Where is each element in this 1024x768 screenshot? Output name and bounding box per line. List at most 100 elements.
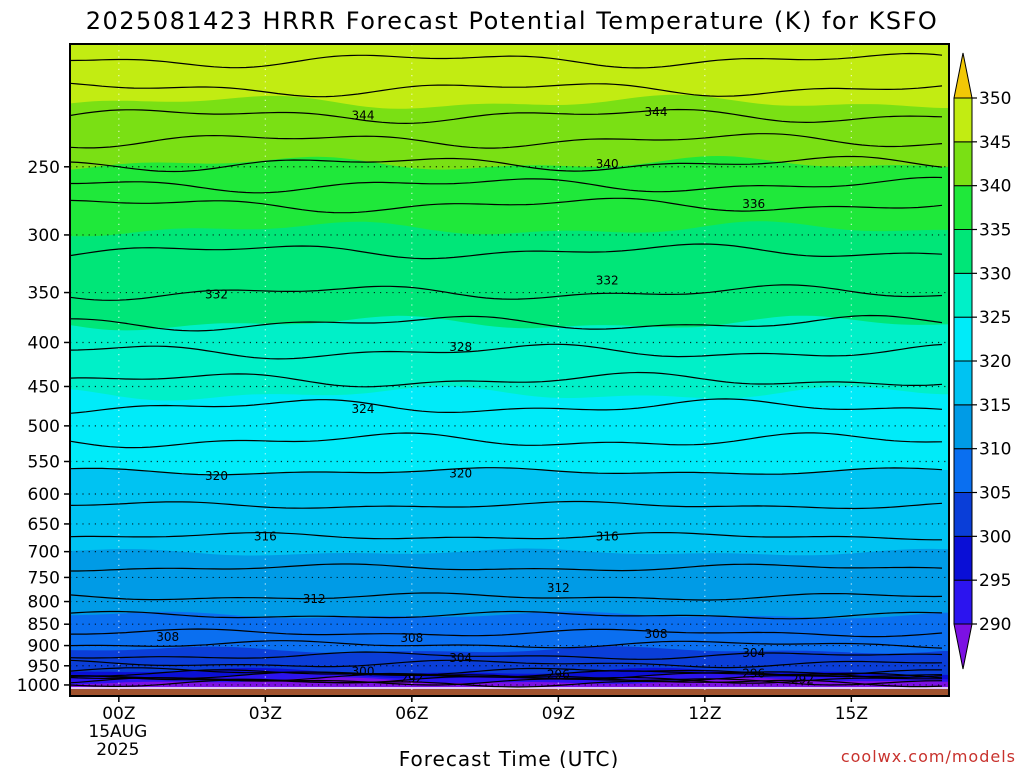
isentrope-316: [70, 531, 942, 541]
contour-label-296: 296: [742, 667, 765, 681]
y-tick-label: 550: [28, 452, 60, 472]
isentrope-340: [70, 155, 943, 173]
colorbar-label: 315: [979, 396, 1011, 416]
contour-label-text: 344: [645, 105, 668, 119]
isentrope-332: [70, 284, 943, 301]
contour-label-308: 308: [645, 627, 668, 641]
band-345: [70, 44, 949, 109]
isentrope-328: [70, 343, 943, 360]
contour-label-text: 296: [742, 667, 765, 681]
x-tick-label: 15Z: [835, 704, 868, 724]
x-tick-label: 09Z: [542, 704, 575, 724]
isentrope-320: [70, 467, 943, 476]
isentrope-298: [70, 669, 943, 679]
ground-fill: [70, 689, 949, 696]
y-tick-label: 500: [28, 417, 60, 437]
isentrope-338: [70, 176, 943, 194]
isentrope-314: [70, 563, 943, 572]
surface-layer: [70, 687, 949, 696]
pressure-axis: 2503003504004505005506006507007508008509…: [17, 158, 70, 696]
contour-label-text: 300: [352, 665, 375, 679]
y-tick-label: 1000: [17, 676, 60, 696]
contour-label-316: 316: [596, 529, 619, 543]
colorbar-swatch-315: [953, 360, 973, 406]
temperature-bands: [70, 44, 949, 696]
colorbar-under-arrow: [953, 623, 973, 670]
contour-label-328: 328: [449, 340, 472, 354]
y-tick-label: 800: [28, 593, 60, 613]
isentrope-324: [70, 398, 943, 414]
contour-label-text: 292: [400, 672, 423, 686]
isentrope-334: [70, 243, 943, 260]
isentrope-296: [70, 671, 943, 680]
contour-label-304: 304: [742, 646, 765, 660]
contour-label-308: 308: [400, 631, 423, 645]
contour-label-312: 312: [303, 592, 326, 606]
colorbar-label: 295: [979, 571, 1011, 591]
colorbar-swatch-325: [953, 272, 973, 318]
colorbar-swatch-300: [953, 492, 973, 537]
y-tick-label: 700: [28, 543, 60, 563]
isentrope-288: [70, 679, 943, 688]
contour-label-text: 292: [791, 672, 814, 686]
colorbar-label: 325: [979, 308, 1011, 328]
contour-label-text: 296: [547, 668, 570, 682]
contour-label-336: 336: [742, 197, 765, 211]
colorbar-label: 300: [979, 527, 1011, 547]
isentrope-310: [70, 610, 943, 620]
y-tick-label: 300: [28, 226, 60, 246]
colorbar-label: 335: [979, 221, 1011, 241]
contour-label-292: 292: [791, 672, 814, 686]
isentrope-300: [70, 667, 943, 677]
isentrope-304: [70, 651, 943, 660]
contour-label-304: 304: [449, 651, 472, 665]
contour-label-340: 340: [596, 157, 619, 171]
contour-label-text: 324: [352, 402, 375, 416]
contour-labels: 344 344 340 336 332 332 328 324 320 320 316 316 312 3…: [156, 105, 814, 686]
colorbar-swatch-310: [953, 404, 973, 450]
contour-label-text: 304: [449, 651, 472, 665]
contour-label-320: 320: [449, 467, 472, 481]
colorbar-swatch-335: [953, 185, 973, 231]
x-tick-label: 06Z: [395, 704, 428, 724]
contour-label-text: 312: [303, 592, 326, 606]
plot-frame: [69, 43, 950, 697]
colorbar-label: 305: [979, 484, 1011, 504]
contour-label-text: 332: [596, 274, 619, 288]
contour-label-text: 308: [400, 631, 423, 645]
y-tick-label: 350: [28, 284, 60, 304]
contour-label-292: 292: [400, 672, 423, 686]
contour-label-text: 328: [449, 340, 472, 354]
contour-label-332: 332: [205, 288, 228, 302]
contour-label-324: 324: [352, 402, 375, 416]
isentrope-348: [70, 52, 943, 69]
y-tick-label: 900: [28, 637, 60, 657]
isentrope-344: [70, 108, 943, 125]
plot-grid: [70, 44, 949, 696]
colorbar-swatch-345: [953, 97, 973, 143]
colorbar-swatch-290: [953, 579, 973, 625]
colorbar-label: 310: [979, 440, 1011, 460]
site-credit: coolwx.com/models: [841, 747, 1016, 766]
contour-label-text: 344: [352, 109, 375, 123]
colorbar-label: 350: [979, 89, 1011, 109]
contour-label-296: 296: [547, 668, 570, 682]
contour-label-text: 308: [156, 630, 179, 644]
contour-label-text: 332: [205, 288, 228, 302]
colorbar-label: 320: [979, 352, 1011, 372]
contour-label-332: 332: [596, 274, 619, 288]
contour-label-text: 304: [742, 646, 765, 660]
isentrope-326: [70, 371, 943, 388]
x-tick-sublabel: 2025: [96, 740, 139, 760]
isentrope-312: [70, 592, 943, 601]
colorbar-swatch-320: [953, 316, 973, 362]
isentrope-342: [70, 133, 943, 149]
y-tick-label: 450: [28, 377, 60, 397]
contour-label-text: 312: [547, 581, 570, 595]
x-tick-label: 00Z: [102, 704, 135, 724]
y-tick-label: 950: [28, 657, 60, 677]
contour-label-312: 312: [547, 581, 570, 595]
colorbar-over-arrow: [953, 52, 973, 99]
x-tick-sublabel: 15AUG: [88, 722, 147, 742]
